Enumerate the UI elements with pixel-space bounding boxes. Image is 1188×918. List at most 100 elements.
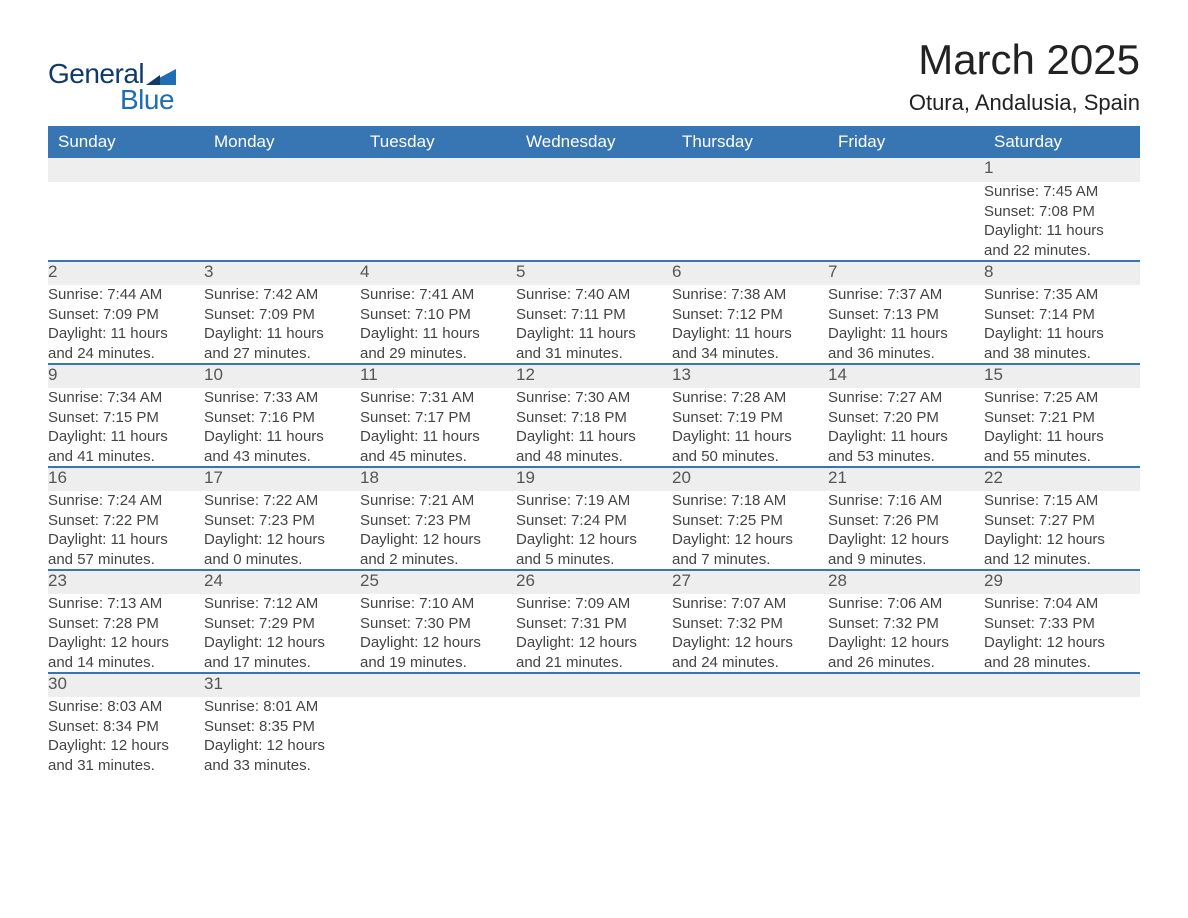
day-number-cell: 14 — [828, 364, 984, 388]
day-detail-line: Sunrise: 7:09 AM — [516, 594, 672, 614]
day-number-cell — [204, 158, 360, 182]
day-detail-line: Sunset: 7:08 PM — [984, 202, 1140, 222]
day-number-cell: 25 — [360, 570, 516, 594]
day-detail-cell: Sunrise: 7:30 AMSunset: 7:18 PMDaylight:… — [516, 388, 672, 467]
day-detail-line: Daylight: 11 hours — [672, 324, 828, 344]
day-detail-line: and 26 minutes. — [828, 653, 984, 673]
day-detail-line: Sunset: 7:09 PM — [48, 305, 204, 325]
day-detail-line: Sunset: 7:30 PM — [360, 614, 516, 634]
day-number-cell: 16 — [48, 467, 204, 491]
day-detail-line: Sunrise: 7:18 AM — [672, 491, 828, 511]
day-detail-line: Sunrise: 7:31 AM — [360, 388, 516, 408]
day-detail-cell — [828, 697, 984, 775]
weekday-header: Tuesday — [360, 126, 516, 158]
day-detail-line: Sunset: 7:32 PM — [828, 614, 984, 634]
day-detail-line: Sunrise: 7:15 AM — [984, 491, 1140, 511]
logo-text-blue: Blue — [120, 84, 174, 116]
day-number-cell — [48, 158, 204, 182]
detail-row: Sunrise: 7:13 AMSunset: 7:28 PMDaylight:… — [48, 594, 1140, 673]
day-detail-line: Daylight: 12 hours — [204, 633, 360, 653]
daynum-row: 16171819202122 — [48, 467, 1140, 491]
day-number-cell: 22 — [984, 467, 1140, 491]
day-detail-line: Daylight: 12 hours — [984, 633, 1140, 653]
day-detail-line: Sunrise: 7:30 AM — [516, 388, 672, 408]
day-detail-line: and 21 minutes. — [516, 653, 672, 673]
day-detail-line: and 55 minutes. — [984, 447, 1140, 467]
day-detail-line: Daylight: 11 hours — [516, 324, 672, 344]
day-detail-line: and 2 minutes. — [360, 550, 516, 570]
day-detail-line: Sunrise: 7:38 AM — [672, 285, 828, 305]
header: General Blue March 2025 Otura, Andalusia… — [48, 36, 1140, 116]
day-detail-line: Daylight: 12 hours — [672, 633, 828, 653]
day-number-cell: 8 — [984, 261, 1140, 285]
day-detail-line: Sunrise: 8:01 AM — [204, 697, 360, 717]
day-detail-line: Daylight: 12 hours — [516, 633, 672, 653]
day-detail-line: and 36 minutes. — [828, 344, 984, 364]
day-detail-line: Sunset: 7:10 PM — [360, 305, 516, 325]
daynum-row: 3031 — [48, 673, 1140, 697]
day-detail-line: Sunrise: 7:16 AM — [828, 491, 984, 511]
daynum-row: 23242526272829 — [48, 570, 1140, 594]
day-detail-line: Sunrise: 7:37 AM — [828, 285, 984, 305]
day-number-cell: 23 — [48, 570, 204, 594]
day-detail-cell — [984, 697, 1140, 775]
day-number-cell: 21 — [828, 467, 984, 491]
day-detail-line: Sunset: 7:31 PM — [516, 614, 672, 634]
day-number-cell — [828, 673, 984, 697]
weekday-header: Saturday — [984, 126, 1140, 158]
day-detail-cell: Sunrise: 7:31 AMSunset: 7:17 PMDaylight:… — [360, 388, 516, 467]
day-detail-cell: Sunrise: 7:04 AMSunset: 7:33 PMDaylight:… — [984, 594, 1140, 673]
day-detail-line: Daylight: 11 hours — [48, 530, 204, 550]
day-detail-line: Daylight: 12 hours — [984, 530, 1140, 550]
day-detail-line: Sunrise: 7:25 AM — [984, 388, 1140, 408]
day-number-cell — [672, 158, 828, 182]
day-detail-cell: Sunrise: 7:41 AMSunset: 7:10 PMDaylight:… — [360, 285, 516, 364]
day-detail-line: and 22 minutes. — [984, 241, 1140, 261]
day-number-cell: 4 — [360, 261, 516, 285]
detail-row: Sunrise: 8:03 AMSunset: 8:34 PMDaylight:… — [48, 697, 1140, 775]
day-number-cell: 20 — [672, 467, 828, 491]
day-detail-line: and 53 minutes. — [828, 447, 984, 467]
day-detail-line: Sunset: 7:32 PM — [672, 614, 828, 634]
day-detail-line: Sunset: 7:23 PM — [360, 511, 516, 531]
day-detail-cell: Sunrise: 7:45 AMSunset: 7:08 PMDaylight:… — [984, 182, 1140, 261]
day-number-cell: 1 — [984, 158, 1140, 182]
day-number-cell: 13 — [672, 364, 828, 388]
day-number-cell: 31 — [204, 673, 360, 697]
day-detail-line: Sunrise: 7:04 AM — [984, 594, 1140, 614]
day-detail-cell — [516, 182, 672, 261]
day-number-cell — [516, 673, 672, 697]
day-detail-line: Daylight: 12 hours — [48, 633, 204, 653]
day-number-cell — [828, 158, 984, 182]
day-detail-line: and 31 minutes. — [516, 344, 672, 364]
day-detail-line: Daylight: 11 hours — [516, 427, 672, 447]
day-detail-line: and 45 minutes. — [360, 447, 516, 467]
day-detail-line: Sunset: 7:17 PM — [360, 408, 516, 428]
day-detail-cell — [48, 182, 204, 261]
day-detail-line: Sunset: 7:12 PM — [672, 305, 828, 325]
day-detail-line: Sunrise: 7:35 AM — [984, 285, 1140, 305]
day-detail-cell: Sunrise: 7:16 AMSunset: 7:26 PMDaylight:… — [828, 491, 984, 570]
day-detail-cell: Sunrise: 7:13 AMSunset: 7:28 PMDaylight:… — [48, 594, 204, 673]
day-number-cell — [360, 158, 516, 182]
day-detail-cell: Sunrise: 7:38 AMSunset: 7:12 PMDaylight:… — [672, 285, 828, 364]
day-detail-line: and 0 minutes. — [204, 550, 360, 570]
weekday-header-row: Sunday Monday Tuesday Wednesday Thursday… — [48, 126, 1140, 158]
day-detail-line: Sunset: 7:18 PM — [516, 408, 672, 428]
day-detail-line: Daylight: 11 hours — [984, 221, 1140, 241]
day-detail-line: Sunset: 7:11 PM — [516, 305, 672, 325]
day-number-cell: 27 — [672, 570, 828, 594]
day-detail-line: Daylight: 11 hours — [360, 427, 516, 447]
day-number-cell — [984, 673, 1140, 697]
day-detail-line: Daylight: 12 hours — [204, 736, 360, 756]
day-detail-cell — [360, 182, 516, 261]
day-number-cell: 10 — [204, 364, 360, 388]
day-detail-line: Daylight: 11 hours — [48, 427, 204, 447]
day-detail-cell: Sunrise: 7:35 AMSunset: 7:14 PMDaylight:… — [984, 285, 1140, 364]
day-number-cell — [672, 673, 828, 697]
day-number-cell: 7 — [828, 261, 984, 285]
day-detail-cell: Sunrise: 8:03 AMSunset: 8:34 PMDaylight:… — [48, 697, 204, 775]
day-detail-line: Daylight: 12 hours — [360, 530, 516, 550]
day-detail-line: Sunset: 7:27 PM — [984, 511, 1140, 531]
day-detail-cell — [828, 182, 984, 261]
